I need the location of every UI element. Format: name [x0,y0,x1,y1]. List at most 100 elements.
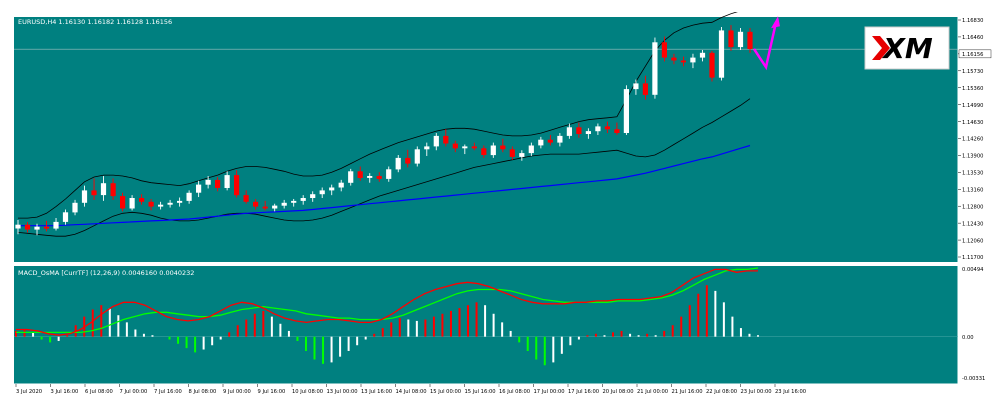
candle-body [671,57,677,61]
candle-body [623,89,629,133]
arrow-head-icon [771,16,780,29]
price-tick-label: 1.14260 [962,137,983,143]
candle-body [490,145,496,156]
candle-body [319,190,325,195]
time-tick-label: 15 Jul 16:00 [465,389,496,395]
candle-body [557,135,563,143]
candle-body [376,176,382,179]
price-tick-label: 1.12430 [962,221,983,227]
time-tick-label: 20 Jul 08:00 [603,389,634,395]
price-tick-label: 1.16156 [962,52,983,58]
chart-window: 1.16830 1.16460 1.16156 1.15730 1.15360 1.149… [10,8,995,398]
time-tick-label: 23 Jul 16:00 [775,389,806,395]
candle-body [100,183,107,196]
time-tick-label: 3 Jul 2020 [16,389,42,395]
candle-body [424,146,430,150]
candle-body [120,196,126,209]
time-tick-label: 7 Jul 16:00 [154,389,182,395]
price-tick-label: 1.16460 [962,35,983,41]
candle-body [604,126,610,130]
candle-body [53,221,59,229]
price-tick-label: 1.15730 [962,69,983,75]
candle-body [357,171,363,178]
time-tick-label: 13 Jul 00:00 [327,389,358,395]
candle-body [272,205,278,209]
candle-body [234,175,240,196]
candle-body [158,204,164,207]
time-tick-label: 13 Jul 16:00 [361,389,392,395]
candle-body [196,184,202,193]
current-price-tag [958,49,992,59]
candle-body [34,226,40,230]
moving-average-line [18,144,751,227]
candle-body [566,127,572,136]
price-tick-label: 1.11700 [962,255,983,261]
candle-body [452,143,458,149]
candle-body [186,192,192,201]
candle-body [386,169,392,179]
candle-body [718,30,725,78]
time-tick-label: 16 Jul 08:00 [499,389,530,395]
candle-body [72,202,78,213]
logo-box [864,26,950,70]
candle-body [281,202,287,206]
candle-body [167,202,173,205]
time-tick-label: 14 Jul 08:00 [396,389,427,395]
candle-body [576,127,582,134]
candle-body [367,176,373,178]
time-tick-label: 15 Jul 00:00 [430,389,461,395]
candle-body [81,190,88,203]
price-tick-label: 1.12800 [962,204,983,210]
candle-body [519,153,525,157]
time-tick-label: 10 Jul 08:00 [292,389,323,395]
time-tick-label: 21 Jul 00:00 [637,389,668,395]
candle-body [148,201,154,207]
indicator-title: MACD_OsMA [CurrTF] (12,26,9) 0.0046160 0… [18,269,194,277]
candle-body [262,206,268,209]
candle-body [528,145,534,154]
candle-body [15,224,21,229]
candle-body [709,52,715,78]
candle-body [680,60,686,63]
candle-body [62,212,69,222]
indicator-tick-label: 0.00494 [962,267,984,273]
candle-body [614,129,620,133]
logo-mark-icon [872,36,890,60]
price-tick-label: 1.16830 [962,18,983,24]
candlesticks [15,25,753,236]
candle-body [215,179,221,188]
time-tick-label: 23 Jul 00:00 [741,389,772,395]
candle-body [538,139,544,146]
time-axis: 3 Jul 2020 3 Jul 16:00 6 Jul 08:00 7 Jul 00… [15,384,806,395]
price-tick-label: 1.14630 [962,120,983,126]
candle-body [414,149,420,164]
time-tick-label: 17 Jul 16:00 [568,389,599,395]
xm-logo: XM [864,26,950,70]
candle-body [253,201,259,207]
candle-body [291,200,297,203]
signal-line [16,267,759,334]
candle-body [547,139,553,143]
macd-line [16,268,758,336]
candle-body [177,200,183,203]
candle-body [24,224,31,230]
candle-body [471,146,477,149]
candle-body [585,131,591,134]
indicator-tick-label: -0.00331 [962,376,985,382]
candle-body [728,30,734,48]
candle-body [661,42,667,58]
osma-histogram [15,267,759,366]
candle-body [91,190,97,196]
time-tick-label: 3 Jul 16:00 [51,389,79,395]
candle-body [405,157,411,164]
time-tick-label: 9 Jul 16:00 [258,389,286,395]
candle-body [509,149,515,157]
time-tick-label: 17 Jul 00:00 [534,389,565,395]
time-tick-label: 6 Jul 08:00 [85,389,113,395]
chart-svg[interactable]: 1.16830 1.16460 1.16156 1.15730 1.15360 1.149… [10,8,995,398]
candle-body [642,83,648,95]
candle-body [652,42,658,95]
candle-body [300,198,306,201]
time-tick-label: 9 Jul 00:00 [223,389,251,395]
candle-body [338,182,344,188]
